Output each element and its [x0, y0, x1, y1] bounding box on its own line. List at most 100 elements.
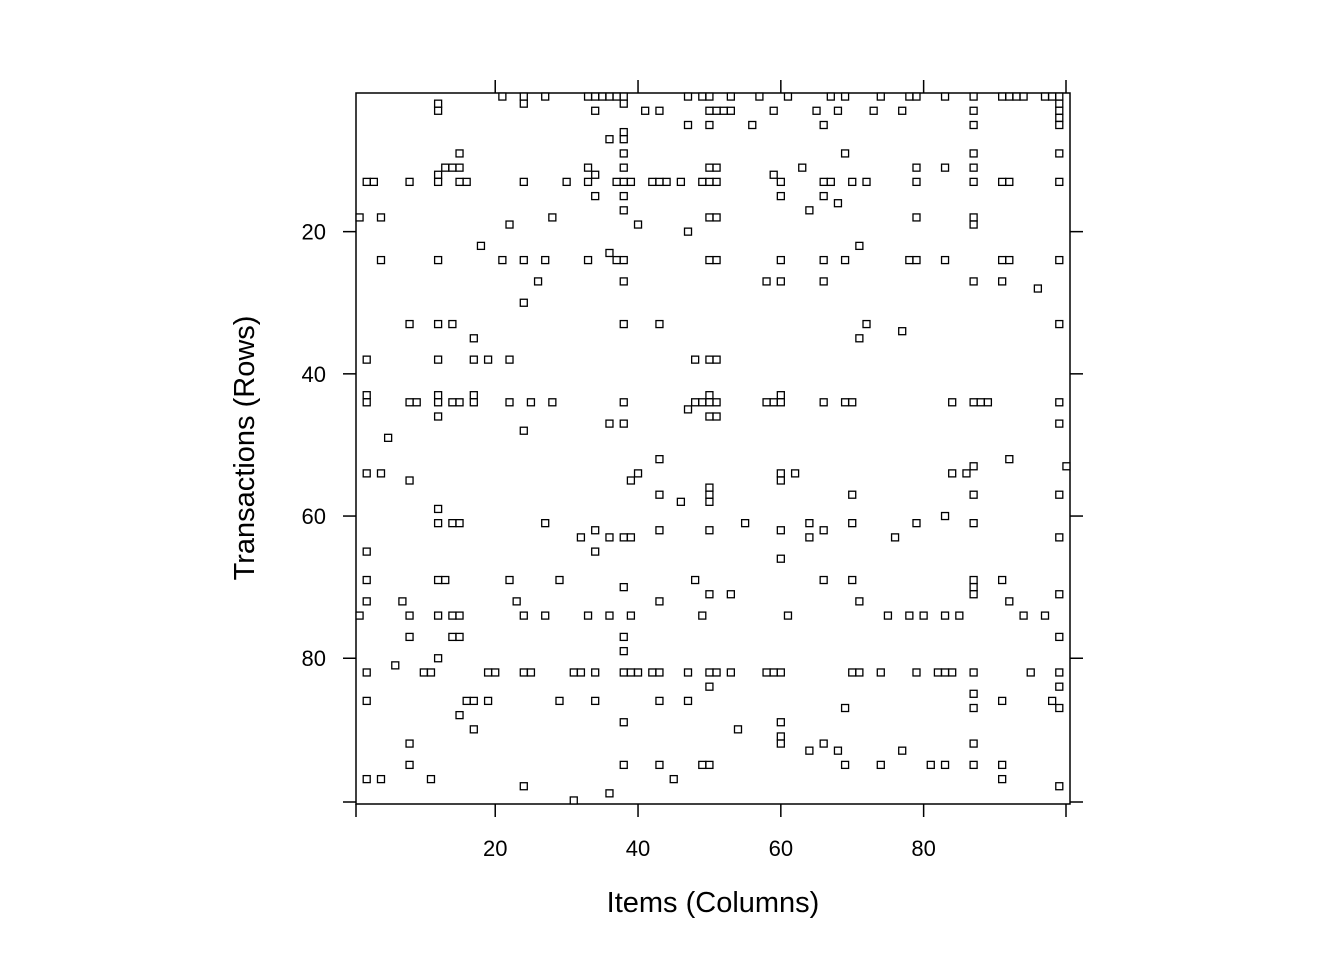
- data-point: [469, 725, 478, 734]
- data-point: [562, 177, 571, 187]
- data-point: [883, 611, 893, 620]
- data-point: [955, 611, 964, 620]
- data-point: [769, 398, 778, 407]
- data-point: [598, 92, 607, 101]
- data-point: [819, 191, 828, 201]
- data-point: [1055, 113, 1064, 123]
- data-point: [698, 398, 707, 407]
- data-point: [362, 391, 371, 400]
- data-point: [619, 419, 628, 428]
- data-point: [933, 668, 943, 677]
- data-point: [840, 255, 850, 265]
- data-point: [698, 611, 707, 620]
- data-point: [812, 106, 821, 115]
- data-point: [712, 106, 721, 115]
- data-point: [776, 391, 785, 400]
- data-point: [948, 398, 957, 407]
- data-point: [626, 611, 636, 620]
- data-point: [705, 497, 714, 506]
- data-point: [998, 277, 1007, 286]
- data-point: [705, 483, 714, 492]
- data-point: [619, 206, 628, 215]
- data-point: [412, 398, 421, 407]
- data-point: [1040, 611, 1050, 620]
- data-point: [469, 334, 478, 343]
- data-point: [912, 213, 921, 222]
- data-point: [1005, 455, 1014, 464]
- data-point: [912, 668, 921, 677]
- data-point: [940, 511, 950, 521]
- data-point: [762, 668, 771, 677]
- data-point: [455, 163, 464, 172]
- data-point: [583, 611, 593, 620]
- data-point: [469, 398, 478, 407]
- data-point: [433, 611, 443, 620]
- data-point: [426, 668, 436, 677]
- data-point: [691, 575, 700, 585]
- data-point: [819, 255, 828, 265]
- data-point: [583, 177, 593, 187]
- data-point: [705, 106, 714, 115]
- data-point: [619, 668, 628, 677]
- data-point: [455, 149, 464, 158]
- data-point: [369, 177, 379, 187]
- data-point: [433, 177, 443, 187]
- data-point: [491, 668, 500, 677]
- data-point: [519, 668, 528, 677]
- data-point: [840, 703, 850, 713]
- data-point: [762, 277, 771, 286]
- data-point: [405, 611, 414, 620]
- data-point: [848, 177, 857, 187]
- data-point: [1055, 398, 1064, 407]
- data-point: [433, 391, 443, 400]
- data-point: [383, 433, 393, 442]
- data-point: [605, 533, 614, 542]
- data-point: [676, 177, 686, 187]
- data-point: [969, 462, 978, 471]
- data-point: [712, 398, 721, 407]
- data-point: [1055, 149, 1064, 158]
- data-point: [462, 177, 471, 187]
- data-point: [826, 177, 835, 187]
- data-point: [362, 355, 371, 364]
- data-point: [919, 611, 928, 620]
- data-point: [391, 661, 400, 670]
- data-point: [776, 476, 785, 485]
- data-point: [555, 696, 564, 706]
- data-point: [940, 760, 950, 770]
- data-point: [905, 255, 914, 265]
- data-point: [969, 703, 978, 713]
- data-point: [805, 519, 814, 528]
- data-point: [805, 746, 814, 755]
- data-point: [998, 760, 1007, 770]
- y-axis-title: Transactions (Rows): [229, 316, 261, 581]
- data-point: [705, 391, 714, 400]
- data-point: [605, 611, 614, 620]
- data-point: [433, 654, 443, 663]
- data-point: [583, 163, 593, 172]
- data-point: [898, 106, 907, 115]
- data-point: [362, 398, 371, 407]
- data-point: [705, 412, 714, 421]
- data-point: [783, 611, 793, 620]
- data-point: [748, 120, 757, 130]
- data-point: [1048, 696, 1057, 706]
- data-point: [819, 120, 828, 130]
- data-point: [405, 760, 414, 770]
- x-tick-label: 60: [769, 836, 793, 861]
- data-point: [998, 177, 1007, 187]
- data-point: [462, 696, 471, 706]
- data-point: [998, 575, 1007, 585]
- data-point: [969, 149, 978, 158]
- data-point: [619, 319, 628, 329]
- data-point: [705, 163, 714, 172]
- data-point: [969, 163, 978, 172]
- data-point: [819, 277, 828, 286]
- data-point: [405, 177, 414, 187]
- data-point: [483, 668, 493, 677]
- data-point: [776, 277, 785, 286]
- data-point: [840, 149, 850, 158]
- x-tick-label: 20: [483, 836, 507, 861]
- data-point: [576, 668, 586, 677]
